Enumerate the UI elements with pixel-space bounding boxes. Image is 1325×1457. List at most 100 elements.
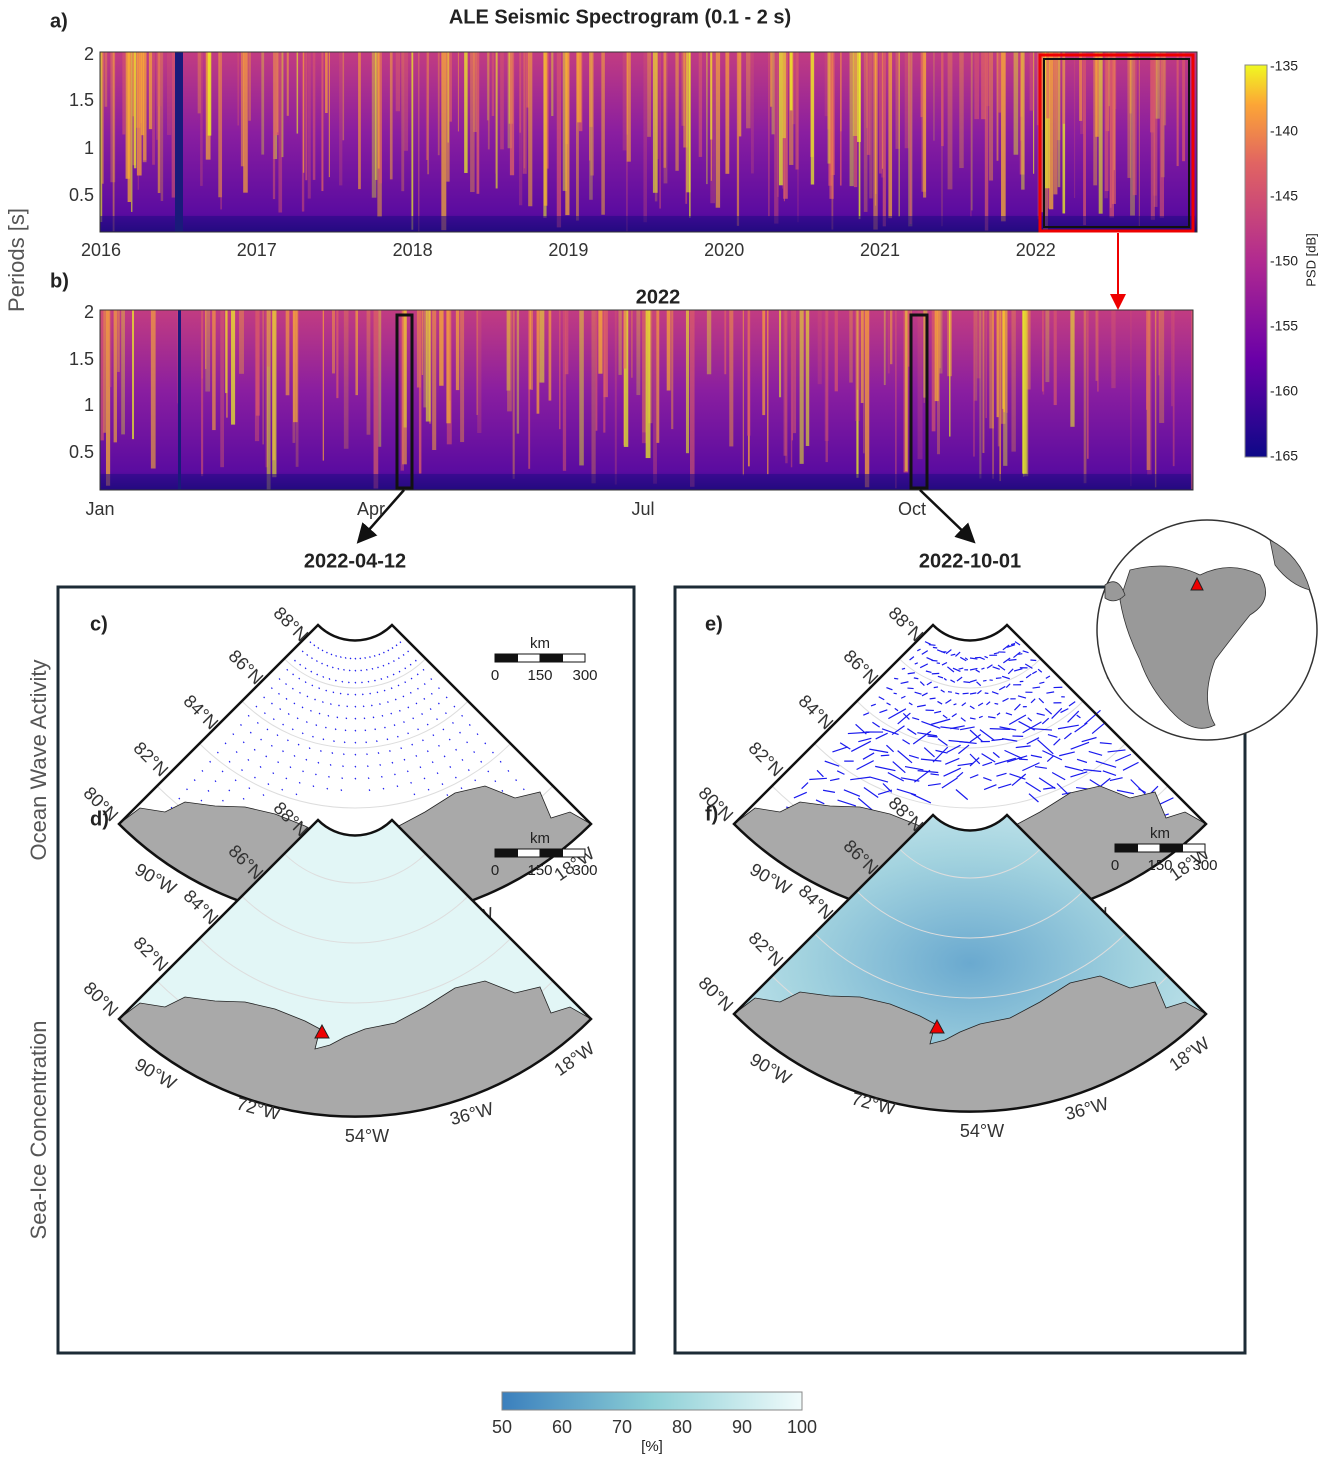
colorbar-tick-label: -135 [1270, 58, 1298, 74]
texture [495, 52, 497, 174]
scale-tick-label: 150 [527, 667, 552, 684]
wave-vector [468, 724, 471, 726]
texture [476, 52, 480, 194]
texture [1147, 310, 1152, 475]
wave-vector [921, 650, 929, 655]
wave-vector [344, 729, 347, 732]
texture [1021, 52, 1025, 190]
wave-vector [956, 676, 963, 682]
lat-label: 80°N [80, 978, 123, 1021]
wave-vector [302, 770, 304, 773]
texture [100, 216, 1195, 232]
wave-vector [932, 746, 949, 763]
texture [265, 310, 268, 468]
texture [328, 52, 330, 178]
texture [446, 310, 451, 424]
wave-vector [301, 706, 304, 709]
texture [1111, 310, 1116, 389]
texture [562, 310, 567, 471]
wave-vector [1011, 773, 1027, 787]
texture [997, 310, 1000, 447]
wave-vector [326, 664, 329, 667]
wave-vector [836, 770, 845, 775]
wave-vector [331, 666, 334, 669]
scale-bar [494, 848, 518, 858]
scale-tick-label: 300 [572, 862, 597, 879]
y-tick-label: 0.5 [69, 442, 94, 462]
wave-vector [955, 789, 969, 801]
wave-vector [986, 701, 991, 706]
texture [689, 310, 695, 487]
wave-vector [263, 712, 266, 715]
wave-vector [255, 705, 258, 708]
wave-vector [201, 769, 204, 772]
wave-vector [942, 714, 948, 719]
texture [143, 52, 147, 161]
y-tick-label: 2 [84, 44, 94, 64]
wave-vector [297, 743, 300, 746]
texture [371, 52, 377, 198]
wave-vector [850, 740, 872, 752]
wave-vector [367, 777, 370, 780]
wave-vector [417, 687, 419, 690]
wave-vector [354, 693, 357, 696]
texture [931, 310, 936, 432]
texture [156, 52, 160, 140]
texture [205, 310, 211, 392]
wave-vector [312, 785, 315, 788]
texture [789, 52, 793, 111]
wave-vector [436, 772, 439, 775]
wave-vector [422, 668, 425, 671]
wave-vector [221, 770, 224, 773]
inset-globe [1096, 519, 1318, 741]
wave-vector [380, 678, 383, 680]
wave-vector [947, 666, 955, 673]
y-tick-label: 2 [84, 302, 94, 322]
panel-frame [673, 585, 1247, 1355]
wave-vector [345, 717, 348, 720]
map: d) 88°N86°N84°N82°N80°N90°W72°W54°W36°W18… [80, 798, 599, 1146]
texture [785, 310, 788, 464]
lon-label: 54°W [345, 1126, 389, 1146]
wave-vector [988, 716, 996, 719]
wave-vector [1047, 733, 1058, 738]
texture [595, 310, 598, 431]
wave-vector [1044, 707, 1053, 715]
wave-vector [969, 753, 981, 765]
texture [136, 52, 142, 176]
wave-vector [326, 787, 329, 790]
wave-vector [963, 681, 971, 684]
wave-vector [843, 789, 861, 797]
texture [923, 310, 926, 403]
wave-vector [390, 687, 393, 690]
texture [825, 310, 828, 463]
wave-vector [943, 767, 961, 777]
wave-vector [499, 760, 502, 763]
wave-vector [869, 776, 889, 783]
wave-vector [396, 785, 399, 788]
wave-vector [234, 779, 237, 782]
wave-vector [1081, 736, 1097, 743]
wave-vector [1064, 765, 1084, 772]
wave-vector [384, 726, 386, 729]
texture [509, 52, 515, 176]
wave-vector [930, 718, 951, 726]
texture [1022, 310, 1025, 477]
wave-vector [984, 655, 989, 659]
wave-vector [894, 707, 899, 712]
highlight-box [1043, 58, 1190, 228]
texture [231, 310, 236, 425]
wave-vector [331, 752, 334, 754]
texture [565, 52, 570, 216]
wave-vector [1001, 738, 1018, 742]
wave-vector [301, 732, 304, 735]
wave-vector [850, 776, 871, 781]
wave-vector [1042, 750, 1063, 761]
wave-vector [466, 741, 468, 744]
texture [746, 52, 751, 129]
lon-label: 36°W [448, 1098, 496, 1129]
texture [923, 310, 928, 398]
texture [947, 52, 953, 190]
wave-vector [969, 692, 977, 695]
texture [455, 310, 460, 391]
